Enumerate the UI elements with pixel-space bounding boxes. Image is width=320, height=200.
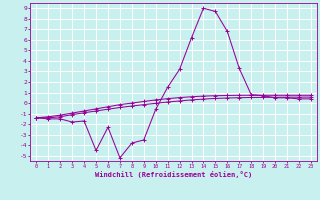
X-axis label: Windchill (Refroidissement éolien,°C): Windchill (Refroidissement éolien,°C) xyxy=(95,171,252,178)
